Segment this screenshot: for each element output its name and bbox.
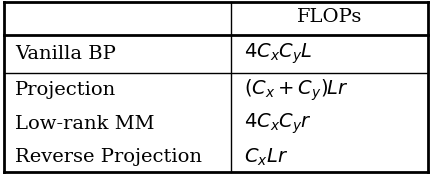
- Text: $4C_xC_yL$: $4C_xC_yL$: [244, 42, 313, 66]
- Text: $C_xLr$: $C_xLr$: [244, 147, 288, 168]
- Text: $4C_xC_yr$: $4C_xC_yr$: [244, 111, 312, 136]
- Text: FLOPs: FLOPs: [297, 8, 362, 26]
- Text: $(C_x+C_y)Lr$: $(C_x+C_y)Lr$: [244, 77, 348, 103]
- Text: Vanilla BP: Vanilla BP: [15, 45, 116, 63]
- Text: Projection: Projection: [15, 81, 116, 99]
- Text: Reverse Projection: Reverse Projection: [15, 148, 202, 166]
- Text: Low-rank MM: Low-rank MM: [15, 114, 155, 133]
